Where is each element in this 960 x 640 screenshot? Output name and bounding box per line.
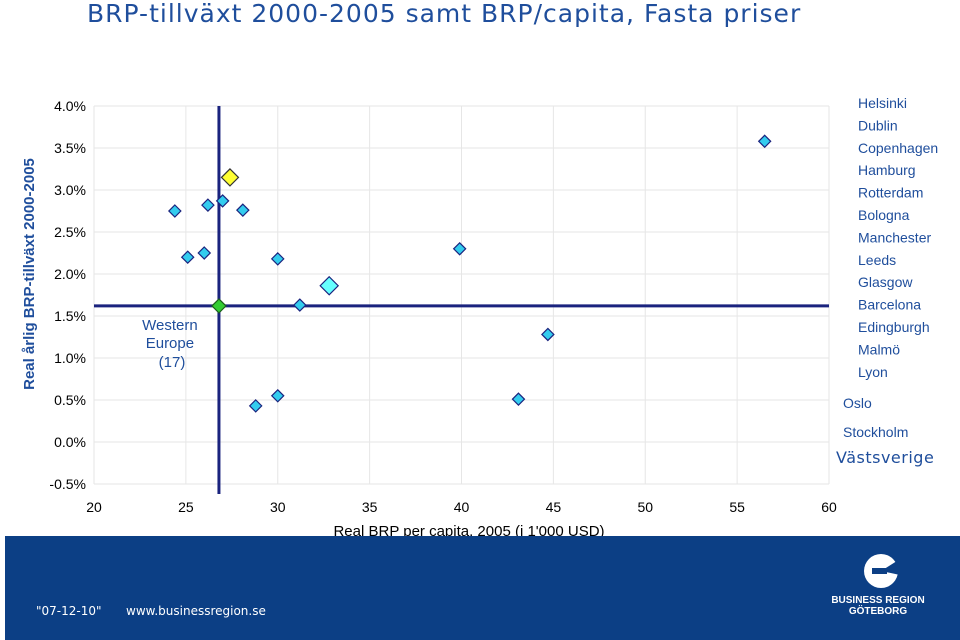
x-tick-label: 55 [729,499,745,515]
y-tick-labels: 4.0% 3.5% 3.0% 2.5% 2.0% 1.5% 1.0% 0.5% 0.0% -0.5… [49,98,86,492]
legend-entry: Barcelona [858,297,921,313]
data-points [168,134,772,413]
legend-entry: Oslo [843,395,872,411]
legend-entry: Leeds [858,252,896,268]
y-tick-label: 1.0% [54,350,86,366]
logo-text-line1: BUSINESS REGION [831,595,924,606]
footer-url[interactable]: www.businessregion.se [126,604,266,618]
grid-lines [93,105,830,485]
x-tick-label: 60 [821,499,837,515]
x-tick-label: 50 [637,499,653,515]
y-tick-label: 3.0% [54,182,86,198]
footer-date: "07-12-10" [36,604,102,618]
data-point-highlight [319,275,340,296]
data-point [270,252,285,266]
x-tick-label: 35 [362,499,378,515]
data-point [270,388,285,403]
data-point [511,392,526,407]
legend-entry: Hamburg [858,162,916,178]
data-point [757,134,772,149]
reference-label-line: Europe [146,335,194,352]
legend-entry: Helsinki [858,95,907,111]
y-tick-label: 1.5% [54,308,86,324]
data-point [215,194,230,208]
data-point [248,399,263,413]
legend-entry: Dublin [858,117,898,133]
data-point [180,250,195,265]
x-tick-labels: 20 25 30 35 40 45 50 55 60 [86,499,837,515]
logo-mark-icon [864,554,900,588]
y-tick-label: 4.0% [54,98,86,114]
legend-entry: Glasgow [858,274,913,290]
legend-entry-highlight: Västsverige [836,448,934,467]
data-point [292,298,307,312]
y-tick-label: 2.0% [54,266,86,282]
reference-label: Western Europe (17) [142,317,202,371]
legend-entry: Bologna [858,207,910,223]
scatter-chart: 4.0% 3.5% 3.0% 2.5% 2.0% 1.5% 1.0% 0.5% 0.0% -0.5… [21,95,938,536]
logo-text-line2: GÖTEBORG [849,604,908,617]
x-tick-label: 40 [454,499,470,515]
x-axis-label: Real BRP per capita, 2005 (i 1'000 USD) [333,523,604,536]
reference-label-line: Western [142,317,198,334]
legend-entry: Copenhagen [858,140,938,156]
data-point [452,241,467,256]
legend: Helsinki Dublin Copenhagen Hamburg Rotterdam… [836,95,938,467]
x-tick-label: 25 [178,499,194,515]
y-tick-label: 3.5% [54,140,86,156]
legend-entry: Malmö [858,341,900,357]
y-tick-label: -0.5% [49,476,86,492]
reference-label-line: (17) [159,354,186,371]
data-point-highlight [220,168,240,187]
data-point [235,203,250,218]
data-point [201,198,215,212]
chart-title: BRP-tillväxt 2000-2005 samt BRP/capita, … [87,0,802,28]
legend-entry: Manchester [858,229,931,245]
x-tick-label: 45 [546,499,562,515]
x-tick-label: 20 [86,499,102,515]
y-tick-label: 2.5% [54,224,86,240]
legend-entry: Rotterdam [858,185,923,201]
x-tick-label: 30 [270,499,286,515]
business-region-logo: BUSINESS REGION GÖTEBORG [831,554,925,617]
y-tick-label: 0.5% [54,392,86,408]
y-tick-label: 0.0% [54,434,86,450]
footer-bar [5,536,960,640]
data-point [197,246,212,260]
data-point [168,204,182,218]
legend-entry: Stockholm [843,424,908,440]
average-point [211,298,227,314]
data-point [541,327,555,342]
legend-entry: Edingburgh [858,319,930,335]
legend-entry: Lyon [858,364,888,380]
y-axis-label: Real årlig BRP-tillväxt 2000-2005 [21,158,38,390]
